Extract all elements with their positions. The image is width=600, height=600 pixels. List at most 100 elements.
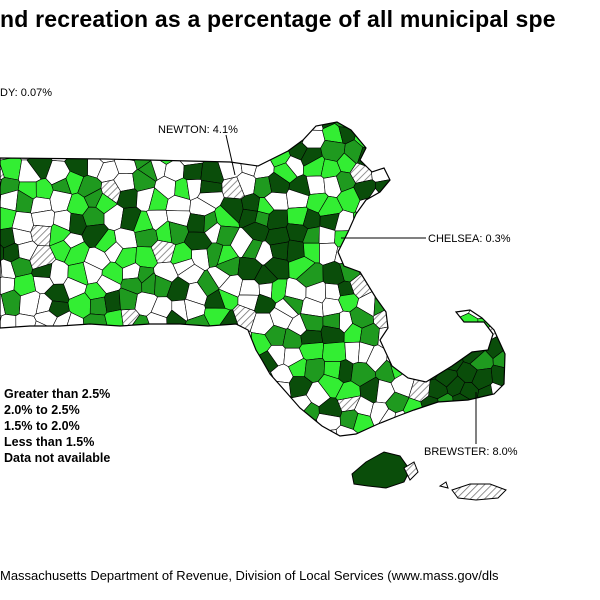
municipality-cell xyxy=(116,412,132,431)
municipality-cell xyxy=(442,147,464,169)
municipality-cell xyxy=(200,122,236,127)
municipality-cell xyxy=(408,156,426,174)
municipality-cell xyxy=(389,240,405,263)
source-caption: Massachusetts Department of Revenue, Div… xyxy=(0,568,499,583)
municipality-cell xyxy=(402,188,425,213)
municipality-cell xyxy=(209,415,226,434)
municipality-cell xyxy=(461,281,485,304)
municipality-cell xyxy=(215,392,241,415)
municipality-cell xyxy=(419,308,448,329)
municipality-cell xyxy=(454,264,479,287)
municipality-cell xyxy=(301,129,326,149)
brewster-callout-label: BREWSTER: 8.0% xyxy=(424,446,518,458)
municipality-cell xyxy=(352,238,376,260)
municipality-cell xyxy=(495,269,505,327)
municipality-cell xyxy=(169,363,189,383)
municipality-cell xyxy=(141,122,181,124)
municipality-cell xyxy=(219,339,239,363)
municipality-cell xyxy=(410,313,435,337)
state-outline xyxy=(0,121,506,437)
municipality-cell xyxy=(473,209,492,237)
municipality-cell xyxy=(168,378,188,400)
municipality-cell xyxy=(234,122,265,126)
municipality-cell xyxy=(264,395,290,421)
municipality-cell xyxy=(291,431,316,436)
municipality-cell xyxy=(32,137,51,158)
municipality-cell xyxy=(240,193,261,212)
municipality-cell xyxy=(477,430,505,436)
municipality-cell xyxy=(33,345,54,366)
municipality-cell xyxy=(423,157,442,177)
municipality-cell xyxy=(393,210,416,233)
municipality-cell xyxy=(235,123,258,146)
municipality-cell xyxy=(236,349,260,366)
municipality-cell xyxy=(236,413,264,429)
municipality-cell xyxy=(355,122,397,129)
municipality-cell xyxy=(404,271,423,294)
municipality-cell xyxy=(262,429,304,436)
legend-item-2-0-to-2-5: 2.0% to 2.5% xyxy=(4,403,80,417)
municipality-cell xyxy=(408,348,432,368)
municipality-cell xyxy=(490,308,505,337)
municipality-cell xyxy=(133,331,157,349)
municipality-cell xyxy=(420,416,444,436)
municipality-cell xyxy=(459,151,482,179)
municipality-cell xyxy=(215,373,241,395)
municipality-cell xyxy=(374,143,396,163)
municipality-cell xyxy=(442,175,457,197)
municipality-cell xyxy=(119,357,142,381)
municipality-cell xyxy=(18,363,42,385)
municipality-cell xyxy=(168,418,194,436)
municipality-cell xyxy=(192,418,211,436)
municipality-cell xyxy=(236,381,263,404)
municipality-cell xyxy=(172,437,215,520)
municipality-cell xyxy=(459,122,481,143)
municipality-cell xyxy=(429,338,453,362)
municipality-cell xyxy=(85,333,106,354)
municipality-cell xyxy=(469,189,489,212)
municipality-cell xyxy=(353,211,379,234)
municipality-cell xyxy=(456,135,482,158)
municipality-cell xyxy=(0,348,1,367)
municipality-cell xyxy=(85,126,109,149)
municipality-cell xyxy=(184,326,211,346)
municipality-cell xyxy=(442,212,467,234)
municipality-cell xyxy=(371,275,395,299)
municipality-cell xyxy=(427,142,445,165)
municipality-cell xyxy=(106,352,124,375)
municipality-cell xyxy=(148,410,173,435)
municipality-cell xyxy=(17,138,37,161)
municipality-cell xyxy=(0,390,4,418)
municipality-cell xyxy=(489,122,505,149)
municipality-cell xyxy=(149,342,169,368)
municipality-cell xyxy=(203,340,221,361)
municipality-cell xyxy=(391,332,412,356)
municipality-cell xyxy=(10,350,35,372)
municipality-cell xyxy=(122,395,139,420)
legend-item-greater-than-2-5: Greater than 2.5% xyxy=(4,387,111,401)
municipality-cell xyxy=(402,172,429,194)
municipality-cell xyxy=(375,178,394,202)
municipality-cell xyxy=(376,223,399,244)
municipality-cell xyxy=(475,261,497,279)
municipality-cell xyxy=(459,428,483,436)
municipality-cell xyxy=(164,330,193,352)
municipality-cell xyxy=(14,333,37,352)
municipality-cell xyxy=(461,406,478,431)
municipality-cell xyxy=(250,415,273,435)
municipality-cell xyxy=(409,331,427,353)
municipality-cell xyxy=(385,261,409,287)
municipality-cell xyxy=(475,400,500,418)
municipality-cell xyxy=(439,277,463,297)
municipality-cell xyxy=(392,312,416,334)
municipality-cell xyxy=(494,247,505,280)
marthas-vineyard xyxy=(351,451,411,489)
municipality-cell xyxy=(304,429,323,436)
municipality-cell xyxy=(389,125,412,148)
municipality-cell xyxy=(334,230,357,248)
municipality-cell xyxy=(434,161,461,179)
municipality-cell xyxy=(471,178,495,200)
municipality-cell xyxy=(334,243,358,265)
municipality-cell xyxy=(166,141,188,162)
municipality-cell xyxy=(475,155,494,181)
